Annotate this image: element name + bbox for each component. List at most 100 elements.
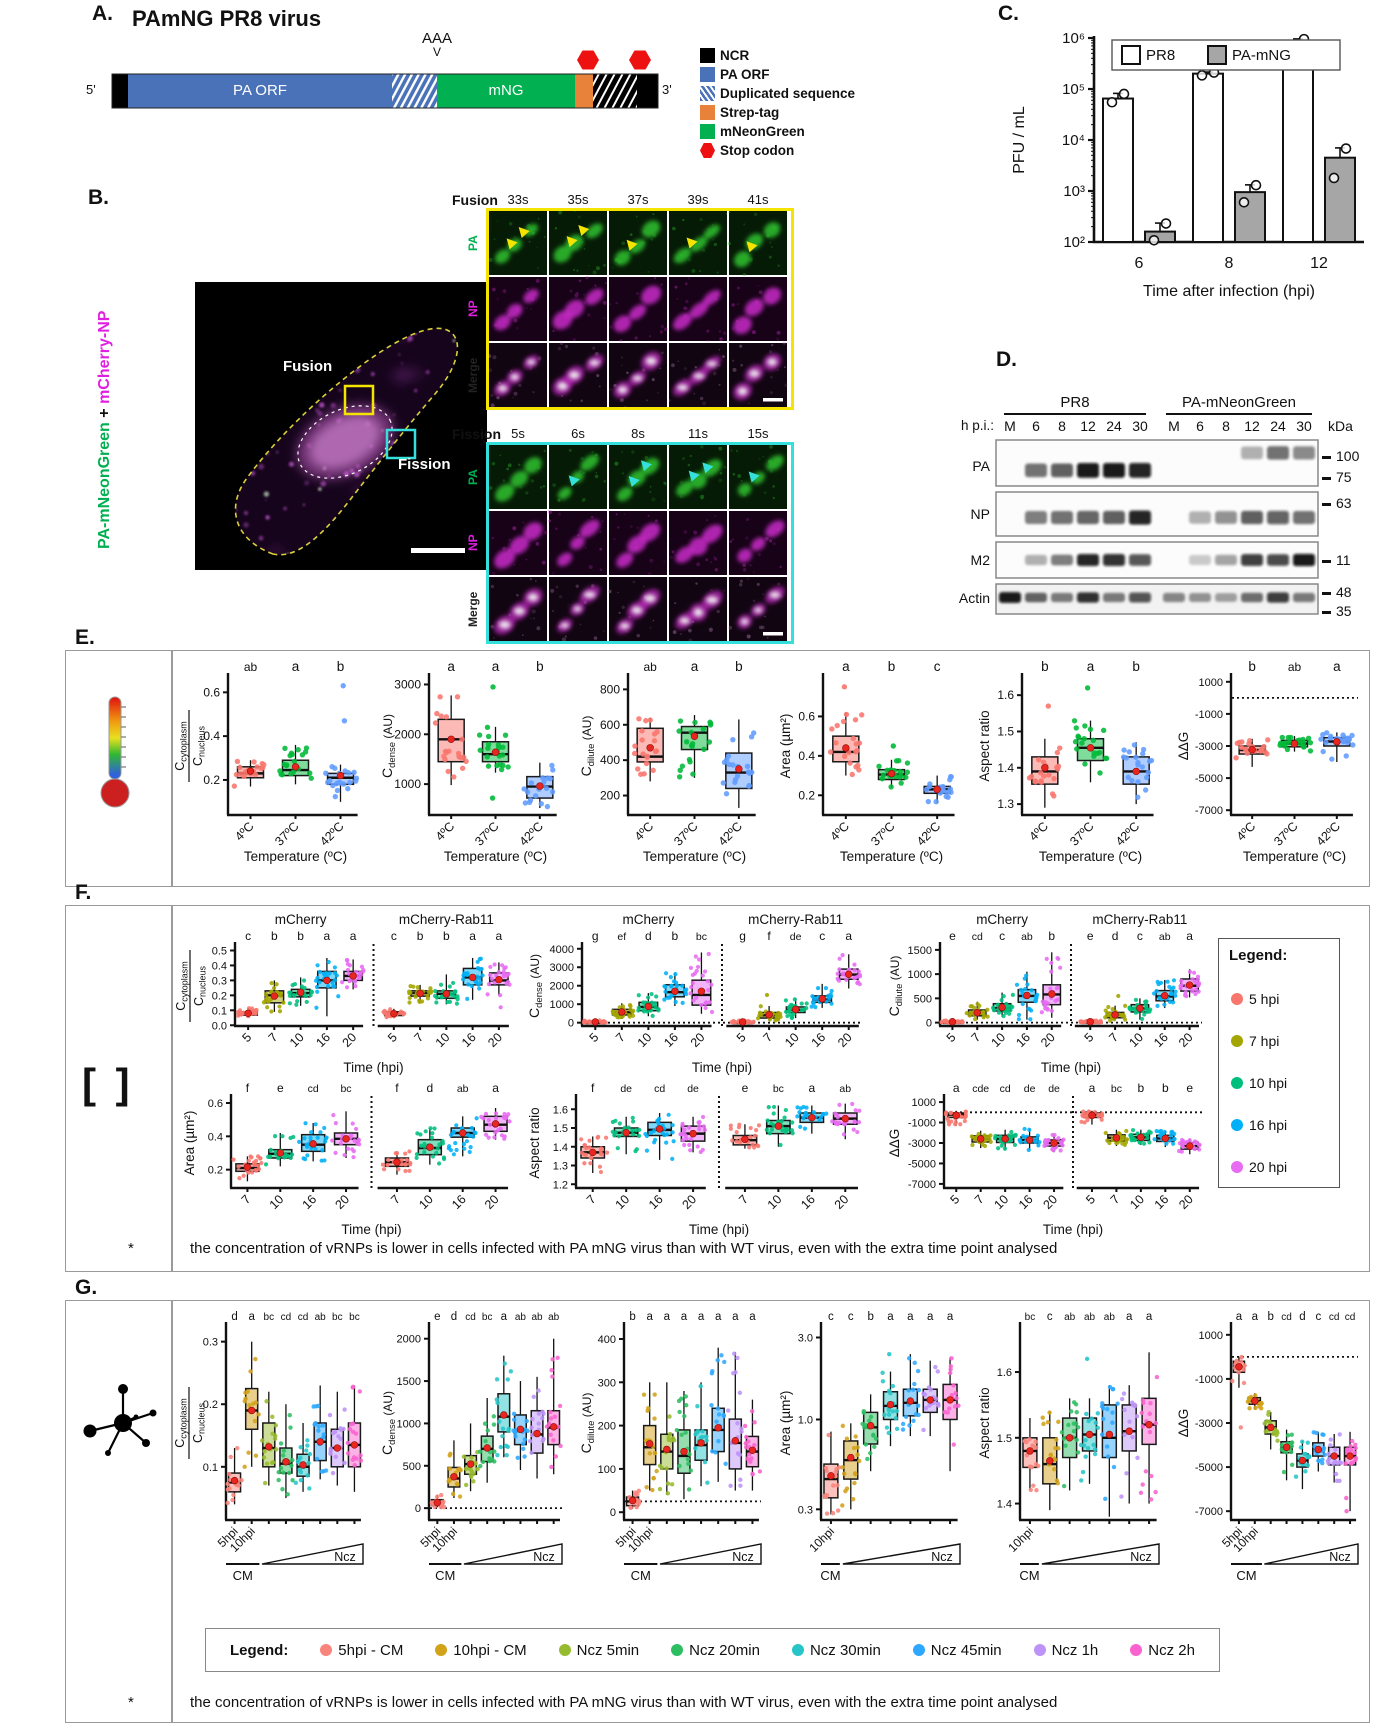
svg-text:20: 20 [688, 1030, 708, 1050]
svg-text:a: a [248, 1311, 255, 1323]
svg-text:e: e [1087, 929, 1094, 943]
svg-text:ef: ef [617, 931, 626, 943]
legend-item-ncz-2h: Ncz 2h [1130, 1642, 1195, 1659]
svg-text:Cdense (AU): Cdense (AU) [379, 1391, 398, 1455]
svg-text:1.6: 1.6 [997, 1367, 1012, 1379]
svg-text:300: 300 [598, 1377, 616, 1389]
legend-item-ncz-45min: Ncz 45min [912, 1642, 1002, 1659]
svg-text:1.5: 1.5 [997, 1433, 1012, 1445]
svg-text:-7000: -7000 [1195, 1506, 1223, 1518]
svg-text:a: a [845, 929, 852, 943]
svg-text:ΔΔG: ΔΔG [1176, 1409, 1191, 1438]
svg-text:0.2: 0.2 [203, 773, 220, 787]
svg-text:7: 7 [266, 1030, 281, 1045]
svg-text:b: b [1132, 659, 1140, 674]
svg-text:Ncz: Ncz [533, 1550, 555, 1564]
svg-text:d: d [645, 929, 652, 943]
chart-e-area: 0.2 0.4 0.6 Area (µm²) a b c 4ºC 37ºC 42ºC Tempera… [771, 655, 968, 881]
svg-text:4ºC: 4ºC [232, 819, 256, 843]
legend-label: 5hpi - CM [338, 1641, 404, 1659]
svg-text:0.2: 0.2 [212, 990, 227, 1002]
svg-text:Cdense (AU): Cdense (AU) [379, 714, 398, 778]
svg-text:16: 16 [1152, 1192, 1172, 1212]
mcherry-np-label: mCherry-NP [96, 310, 113, 405]
svg-text:a: a [496, 929, 503, 943]
legend-label: 10hpi - CM [453, 1641, 527, 1659]
legend-item-strep: Strep-tag [700, 103, 855, 122]
chart-e-ddg: 1000 -1000 -3000 -5000 -7000 ΔΔG b ab a 4ºC 37ºC 42… [1169, 655, 1366, 881]
svg-text:ab: ab [1064, 1312, 1076, 1323]
svg-text:bc: bc [349, 1312, 360, 1323]
svg-text:e: e [742, 1081, 749, 1095]
svg-text:5: 5 [385, 1030, 400, 1045]
svg-text:PFU / mL: PFU / mL [1011, 106, 1028, 174]
lane-label: 6 [1196, 418, 1204, 434]
legend-item-7hpi: 7 hpi [1231, 1033, 1279, 1049]
svg-text:1.3: 1.3 [553, 1161, 568, 1173]
svg-text:10: 10 [635, 1030, 655, 1050]
svg-text:16: 16 [661, 1030, 681, 1050]
svg-text:20: 20 [1176, 1192, 1196, 1212]
legend-label: Ncz 1h [1051, 1641, 1099, 1659]
svg-text:-1000: -1000 [1195, 709, 1223, 721]
svg-text:a: a [681, 1311, 688, 1323]
svg-text:cd: cd [465, 1312, 476, 1323]
mng-segment-label: mNG [488, 82, 524, 99]
svg-text:12: 12 [1310, 255, 1328, 272]
svg-text:0.1: 0.1 [203, 1462, 218, 1474]
legend-label: 5 hpi [1249, 991, 1280, 1007]
lane-label: 24 [1106, 418, 1122, 434]
svg-text:1000: 1000 [394, 777, 421, 791]
legend-label: Stop codon [720, 143, 795, 158]
timestamp: 15s [747, 426, 769, 441]
svg-text:10⁶: 10⁶ [1062, 30, 1085, 47]
svg-text:500: 500 [914, 993, 932, 1005]
svg-text:cde: cde [972, 1083, 989, 1095]
svg-text:a: a [501, 1311, 508, 1323]
svg-text:Ncz: Ncz [1130, 1550, 1152, 1564]
svg-text:1000: 1000 [908, 969, 932, 981]
svg-text:0.3: 0.3 [212, 975, 227, 987]
svg-text:CM: CM [820, 1568, 840, 1583]
svg-text:a: a [953, 1081, 960, 1095]
blot-row-pa: PA [972, 458, 990, 474]
svg-text:mCherry-Rab11: mCherry-Rab11 [399, 912, 494, 927]
aaa-annotation: AAA [421, 30, 452, 47]
svg-text:42ºC: 42ºC [317, 819, 346, 848]
legend-title: Legend: [1229, 947, 1288, 964]
legend-item-pa-orf: PA ORF [700, 65, 855, 84]
svg-text:cd: cd [654, 1083, 665, 1095]
svg-text:b: b [735, 659, 743, 674]
svg-text:10: 10 [992, 1192, 1012, 1212]
svg-text:Cnucleus: Cnucleus [191, 1402, 207, 1443]
svg-text:10: 10 [267, 1192, 287, 1212]
svg-text:f: f [395, 1081, 399, 1095]
svg-text:a: a [292, 659, 300, 674]
svg-text:1.4: 1.4 [997, 1499, 1012, 1511]
svg-text:42ºC: 42ºC [914, 819, 943, 848]
panel-a-legend: NCR PA ORF Duplicated sequence Strep-tag… [700, 46, 855, 160]
svg-text:37ºC: 37ºC [472, 819, 501, 848]
svg-text:b: b [888, 659, 896, 674]
svg-text:-7000: -7000 [1195, 805, 1223, 817]
svg-text:b: b [417, 929, 424, 943]
svg-text:b: b [1267, 1311, 1273, 1323]
marker-35: 35 [1336, 603, 1352, 619]
svg-text:e: e [434, 1311, 440, 1323]
svg-text:7: 7 [239, 1192, 254, 1207]
svg-text:20: 20 [679, 1192, 699, 1212]
svg-text:bc: bc [1025, 1312, 1036, 1323]
svg-text:0: 0 [568, 1018, 574, 1030]
svg-text:0: 0 [415, 1503, 421, 1515]
row-label-merge: Merge [466, 357, 480, 393]
svg-text:a: a [492, 1081, 499, 1095]
svg-text:20: 20 [1176, 1030, 1196, 1050]
svg-text:1.0: 1.0 [798, 1414, 813, 1426]
svg-text:500: 500 [403, 1461, 421, 1473]
marker-tick [1322, 503, 1331, 506]
svg-text:10hpi: 10hpi [1005, 1524, 1036, 1555]
svg-text:bc: bc [340, 1083, 351, 1095]
lane-label: 12 [1080, 418, 1096, 434]
svg-text:cd: cd [1000, 1083, 1011, 1095]
